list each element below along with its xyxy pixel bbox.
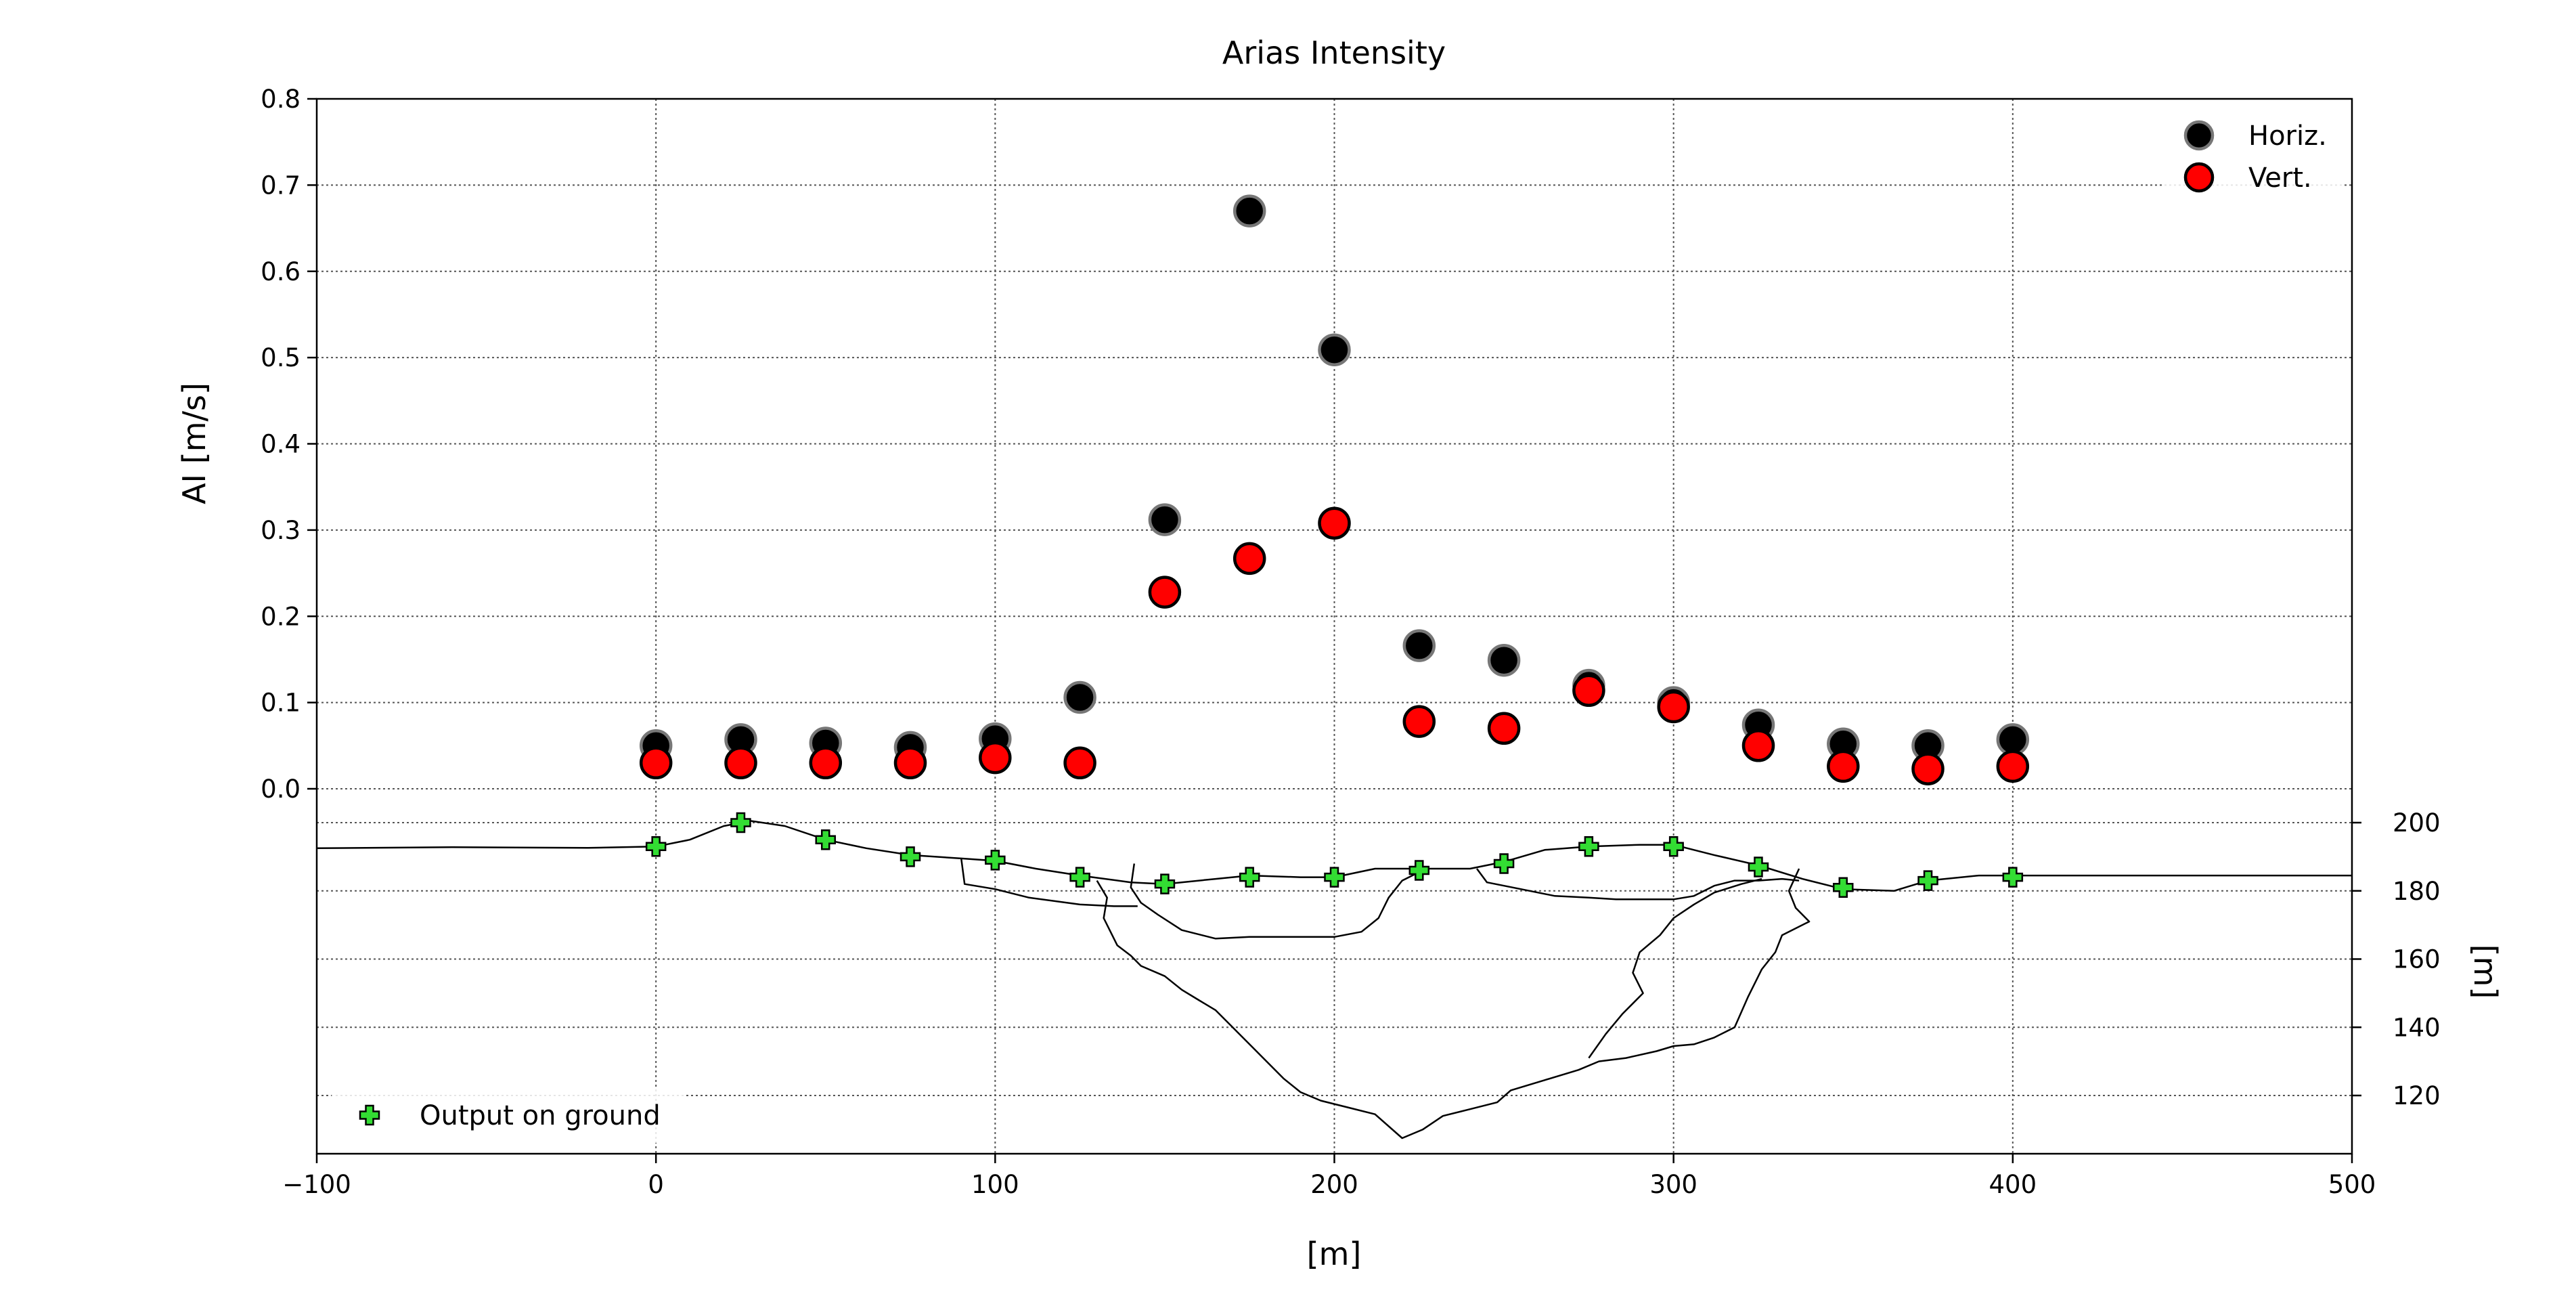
ground-legend: Output on ground [332, 1089, 684, 1143]
upper-basin-line [1130, 863, 1427, 940]
right-inner-boundary-line [1588, 877, 1762, 1059]
y-tick-label: 0.3 [261, 516, 301, 545]
ground-output-marker [730, 812, 751, 833]
data-points [639, 194, 2030, 785]
vert-point [1318, 506, 1351, 540]
ground-output-marker [1408, 860, 1430, 881]
chart-title: Arias Intensity [1222, 35, 1446, 71]
vert-point [1233, 542, 1266, 576]
x-tick-label: 100 [971, 1170, 1019, 1199]
x-tick-label: 0 [648, 1170, 664, 1199]
ground-output-marker [1493, 853, 1515, 874]
right-axis-label: [m] [2467, 945, 2504, 999]
ground-output-marker [1069, 867, 1090, 888]
vert-point [1827, 750, 1860, 783]
y-tick-label: 0.4 [261, 430, 301, 459]
y-tick-label: 0.2 [261, 602, 301, 631]
y-axis-label: AI [m/s] [176, 383, 213, 504]
elevation-tick-label: 140 [2393, 1013, 2441, 1042]
ground-surface-line [316, 820, 2352, 892]
legend-marker [2183, 162, 2215, 193]
vert-point [639, 746, 673, 780]
deep-basin-line [1096, 868, 1811, 1140]
vert-point [1148, 576, 1182, 609]
x-tick-label: 300 [1649, 1170, 1697, 1199]
vert-point [1487, 712, 1521, 745]
legend-label: Horiz. [2248, 121, 2327, 152]
ground-output-marker [1324, 867, 1345, 888]
axis-ticks: −100 0 100 200 300 400 500 0.0 0.1 0.2 0.3 0.4 0.5 0.… [261, 85, 2440, 1199]
vert-point [1657, 690, 1690, 724]
legend-marker [2183, 120, 2215, 151]
y-tick-label: 0.5 [261, 343, 301, 372]
plot-frame [315, 97, 2353, 1155]
vert-point [1063, 746, 1096, 780]
vert-point [1402, 705, 1436, 738]
x-axis-label: [m] [1307, 1236, 1362, 1272]
ground-profiles [316, 820, 2352, 1140]
elevation-tick-label: 120 [2393, 1081, 2441, 1110]
vert-point [893, 746, 927, 780]
ground-output-marker [1154, 873, 1176, 894]
ground-output-marker [645, 836, 667, 857]
ground-legend-box [332, 1089, 684, 1143]
grid-lines [317, 98, 2352, 1154]
elevation-tick-label: 180 [2393, 877, 2441, 906]
y-tick-label: 0.8 [261, 85, 301, 114]
elevation-tick-label: 160 [2393, 945, 2441, 974]
ground-output-marker [1239, 867, 1260, 888]
ground-output-marker [1833, 877, 1854, 898]
ground-legend-marker [359, 1104, 380, 1126]
ground-output-marker [1917, 870, 1938, 891]
horiz-point [1063, 680, 1096, 714]
elevation-tick-label: 200 [2393, 808, 2441, 838]
horiz-point [1402, 629, 1436, 662]
horiz-point [1148, 503, 1182, 536]
horiz-point [1318, 333, 1351, 366]
x-tick-label: 200 [1310, 1170, 1358, 1199]
vert-point [1911, 752, 1945, 785]
legend-label: Vert. [2248, 162, 2312, 194]
vert-point [1741, 729, 1775, 762]
x-tick-label: 500 [2328, 1170, 2376, 1199]
horiz-point [1487, 643, 1521, 677]
vert-point [809, 746, 843, 780]
upper-layer-left-line [960, 858, 1138, 907]
horiz-point [1233, 194, 1266, 227]
ground-legend-label: Output on ground [420, 1100, 661, 1131]
x-tick-label: −100 [282, 1170, 351, 1199]
y-tick-label: 0.7 [261, 171, 301, 200]
ground-output-marker [2002, 867, 2024, 888]
y-tick-label: 0.0 [261, 775, 301, 804]
ground-output-marker [1663, 836, 1684, 857]
vert-point [724, 746, 757, 780]
vert-point [979, 741, 1012, 775]
ground-output-marker [1748, 856, 1769, 877]
ground-output-marker [815, 829, 836, 850]
legend: Horiz. Vert. [2162, 107, 2342, 196]
ground-output-marker [1578, 836, 1599, 857]
x-tick-label: 400 [1989, 1170, 2037, 1199]
ground-output-markers [645, 812, 2024, 898]
ground-output-marker [900, 846, 921, 867]
y-tick-label: 0.6 [261, 257, 301, 286]
vert-point [1996, 750, 2030, 783]
ground-output-marker [985, 850, 1006, 871]
y-tick-label: 0.1 [261, 689, 301, 718]
vert-point [1572, 674, 1605, 708]
